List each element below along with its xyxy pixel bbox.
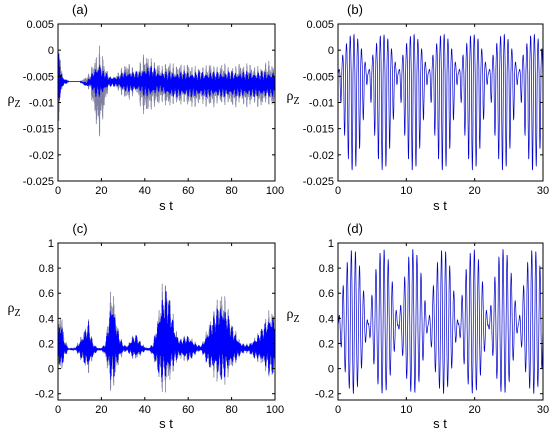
signal-series xyxy=(338,33,543,171)
signal-series xyxy=(338,249,543,394)
axes-box xyxy=(337,23,544,182)
y-axis-label: ρZ xyxy=(7,301,20,319)
y-tick-label: -0.2 xyxy=(35,389,54,401)
x-axis-label: s t xyxy=(433,416,447,431)
panel-b: (b) 0 10 20 30 -0.025 -0.02 -0.015 -0.01 -0.005 0… xyxy=(286,2,549,213)
signal-series xyxy=(58,54,275,102)
y-tick-label: 0.005 xyxy=(306,19,334,31)
y-tick-label: 0 xyxy=(328,45,334,57)
x-tick-label: 20 xyxy=(469,185,481,197)
y-tick-label: -0.005 xyxy=(23,71,54,83)
y-tick-label: 1 xyxy=(328,238,334,250)
y-tick-label: 0.005 xyxy=(26,19,54,31)
x-tick-label: 80 xyxy=(225,185,237,197)
y-tick-label: 0 xyxy=(328,364,334,376)
y-axis-label: ρZ xyxy=(286,307,299,325)
axes-box xyxy=(57,242,276,401)
axes-box xyxy=(337,242,544,401)
panel-label: (c) xyxy=(72,221,87,236)
y-tick-label: 0.8 xyxy=(319,263,334,275)
y-tick-label: -0.015 xyxy=(23,124,54,136)
y-tick-label: -0.01 xyxy=(309,98,334,110)
y-tick-label: 0.8 xyxy=(39,263,54,275)
y-tick-label: 1 xyxy=(48,238,54,250)
x-axis-label: s t xyxy=(159,198,173,213)
x-tick-label: 40 xyxy=(139,185,151,197)
y-tick-label: -0.005 xyxy=(303,71,334,83)
x-tick-label: 0 xyxy=(335,185,341,197)
y-tick-label: 0.6 xyxy=(319,288,334,300)
x-tick-label: 20 xyxy=(469,404,481,416)
y-tick-label: -0.01 xyxy=(29,98,54,110)
x-tick-label: 40 xyxy=(139,404,151,416)
x-tick-label: 10 xyxy=(400,404,412,416)
x-tick-label: 0 xyxy=(335,404,341,416)
panel-a: (a) 0 20 40 60 80 100 -0.025 -0.02 -0.015 -0.01 -0… xyxy=(7,2,284,213)
x-tick-label: 10 xyxy=(400,185,412,197)
y-tick-label: 0.4 xyxy=(39,313,54,325)
axes-box xyxy=(57,23,276,182)
y-tick-label: 0.4 xyxy=(319,313,334,325)
x-tick-label: 100 xyxy=(266,404,284,416)
panel-c: (c) 0 20 40 60 80 100-0.200.20.40.60.81 s t ρ… xyxy=(7,221,284,431)
x-tick-label: 80 xyxy=(225,404,237,416)
y-tick-label: 0 xyxy=(48,364,54,376)
panel-d: (d) 0 10 20 30-0.200.20.40.60.81 s t ρZ xyxy=(286,221,549,431)
panel-label: (a) xyxy=(72,2,88,17)
x-tick-label: 60 xyxy=(182,404,194,416)
y-tick-label: 0.2 xyxy=(39,338,54,350)
x-tick-label: 30 xyxy=(537,185,549,197)
y-tick-label: -0.025 xyxy=(303,176,334,188)
signal-series xyxy=(58,291,275,383)
x-tick-label: 100 xyxy=(266,185,284,197)
x-axis-label: s t xyxy=(159,416,173,431)
panel-label: (b) xyxy=(347,2,363,17)
y-tick-label: -0.025 xyxy=(23,176,54,188)
x-tick-label: 20 xyxy=(95,404,107,416)
x-tick-label: 30 xyxy=(537,404,549,416)
panel-label: (d) xyxy=(347,221,363,236)
x-tick-label: 60 xyxy=(182,185,194,197)
x-tick-label: 0 xyxy=(55,185,61,197)
y-axis-label: ρZ xyxy=(286,89,299,107)
x-tick-label: 0 xyxy=(55,404,61,416)
y-tick-label: 0.2 xyxy=(319,338,334,350)
x-axis-label: s t xyxy=(433,198,447,213)
y-tick-label: -0.02 xyxy=(309,150,334,162)
y-tick-label: -0.015 xyxy=(303,124,334,136)
y-tick-label: 0.6 xyxy=(39,288,54,300)
y-tick-label: -0.2 xyxy=(315,389,334,401)
y-tick-label: 0 xyxy=(48,45,54,57)
y-axis-label: ρZ xyxy=(7,92,20,110)
x-tick-label: 20 xyxy=(95,185,107,197)
y-tick-label: -0.02 xyxy=(29,150,54,162)
